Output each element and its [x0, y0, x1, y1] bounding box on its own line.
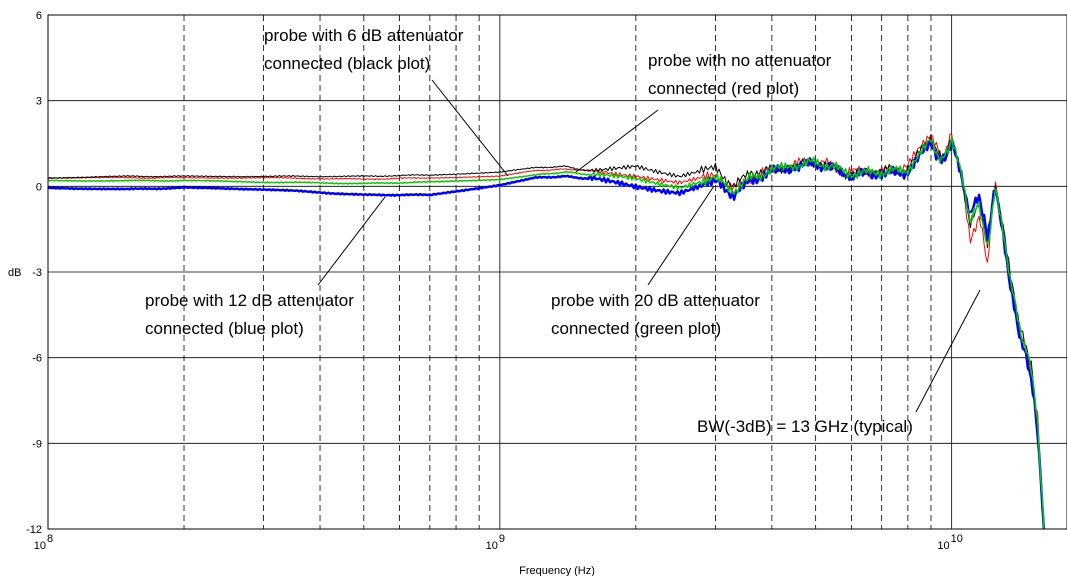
annotation-text: BW(-3dB) = 13 GHz (typical) [697, 417, 913, 436]
annotation-text: probe with 6 dB attenuator connected (bla… [264, 26, 464, 73]
annotation-line: probe with 6 dB attenuator [264, 26, 464, 45]
annotation-leader-line [647, 185, 715, 286]
annotation-line: connected (red plot) [648, 79, 799, 98]
annotation-line: connected (black plot) [264, 54, 430, 73]
y-tick-label: -12 [26, 524, 42, 536]
y-tick-label: 3 [36, 96, 42, 108]
annotation-leader-line [431, 79, 509, 177]
annotation-line: connected (blue plot) [145, 319, 304, 338]
annotations: probe with 6 dB attenuator connected (bla… [145, 26, 913, 436]
annotation-line: BW(-3dB) = 13 GHz (typical) [697, 417, 913, 436]
annotation-leaders [317, 79, 981, 413]
y-tick-label: -9 [32, 438, 42, 450]
x-tick-base: 10 [34, 540, 46, 552]
x-tick-exponent: 10 [951, 533, 963, 545]
series-line [47, 136, 1045, 530]
annotation-line: probe with 20 dB attenuator [551, 291, 760, 310]
x-tick-exponent: 9 [499, 533, 505, 545]
x-tick-base: 10 [937, 540, 949, 552]
series-group [47, 133, 1046, 530]
plot-frame [47, 14, 1067, 530]
annotation-line: connected (green plot) [551, 319, 721, 338]
y-tick-label: -6 [32, 353, 42, 365]
x-tick-base: 10 [486, 540, 498, 552]
x-axis-label: Frequency (Hz) [519, 565, 595, 576]
annotation-leader-line [575, 109, 659, 173]
y-tick-labels: 6 3 0 -3 -6 -9 -12 [26, 10, 42, 536]
annotation-line: probe with 12 dB attenuator [145, 291, 354, 310]
annotation-text: probe with no attenuator connected (red p… [648, 51, 832, 98]
x-tick-label: 108 [34, 533, 53, 552]
grid [48, 15, 1067, 529]
annotation-leader-line [317, 196, 386, 286]
annotation-leader-line [915, 289, 981, 413]
annotation-text: probe with 20 dB attenuator connected (gr… [551, 291, 760, 338]
y-tick-label: 0 [36, 181, 42, 193]
y-tick-label: 6 [36, 10, 42, 22]
x-tick-label: 109 [486, 533, 505, 552]
y-tick-label: -3 [32, 267, 42, 279]
annotation-line: probe with no attenuator [648, 51, 832, 70]
annotation-text: probe with 12 dB attenuator connected (bl… [145, 291, 354, 338]
x-tick-exponent: 8 [47, 533, 53, 545]
y-axis-label: dB [8, 267, 21, 279]
